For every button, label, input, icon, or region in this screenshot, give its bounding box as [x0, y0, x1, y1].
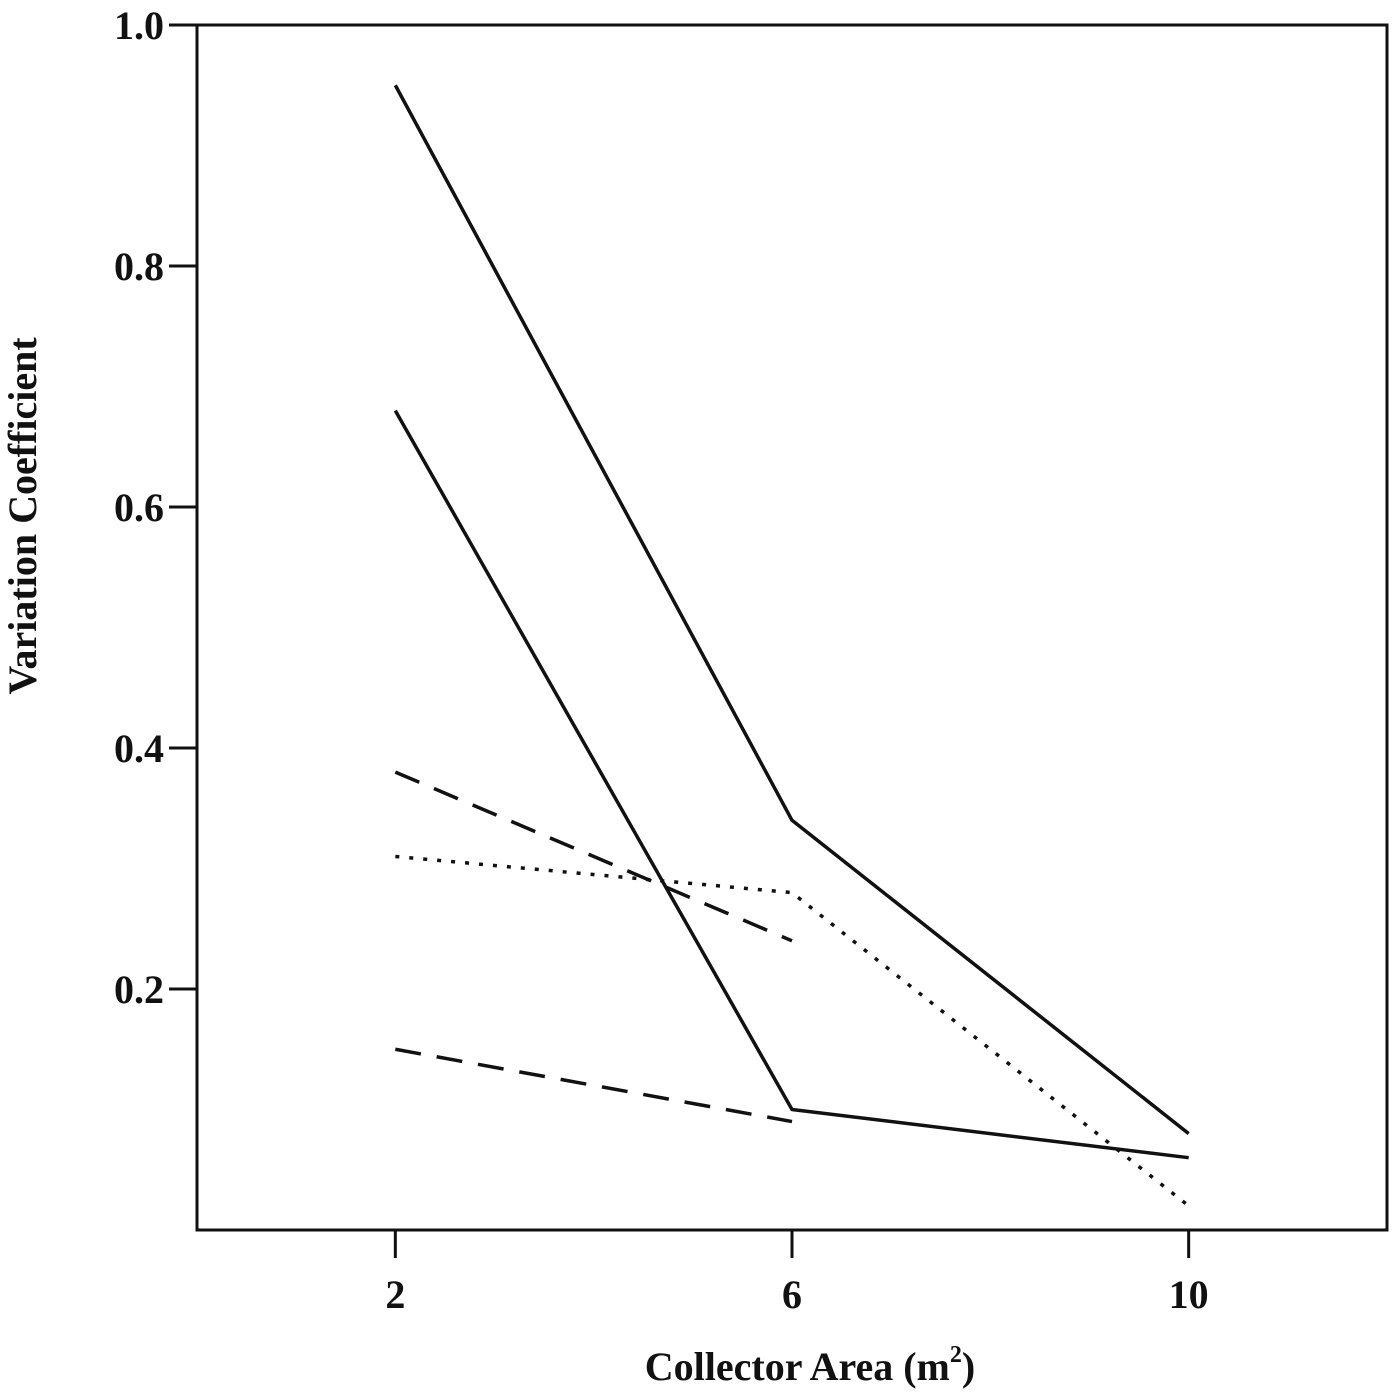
plot-frame [195, 23, 1389, 1232]
series-line-3 [394, 770, 793, 943]
y-axis-title: Variation Coefficient [0, 337, 45, 695]
y-tick-label: 1.0 [114, 3, 164, 48]
y-tick-label: 0.8 [114, 244, 164, 289]
y-tick-label: 0.4 [114, 726, 164, 771]
x-axis-title-main: Collector Area (m [645, 1344, 950, 1389]
y-axis-ticks: 0.2 0.4 0.6 0.8 1.0 [114, 3, 197, 1012]
x-tick-label: 2 [385, 1272, 405, 1317]
x-axis-title-close: ) [962, 1344, 975, 1389]
x-axis-ticks: 2 6 10 [385, 1230, 1209, 1317]
series-lines [393, 84, 1190, 1208]
series-line-4 [395, 854, 1190, 1208]
x-tick-label: 6 [782, 1272, 802, 1317]
x-tick-label: 10 [1169, 1272, 1209, 1317]
y-tick-label: 0.6 [114, 485, 164, 530]
series-line-1 [393, 84, 1190, 1135]
series-line-5 [395, 1047, 793, 1124]
y-tick-label: 0.2 [114, 967, 164, 1012]
x-axis-title-superscript: 2 [950, 1342, 962, 1368]
series-line-2 [393, 409, 1189, 1160]
x-axis-title: Collector Area (m2) [645, 1342, 975, 1389]
